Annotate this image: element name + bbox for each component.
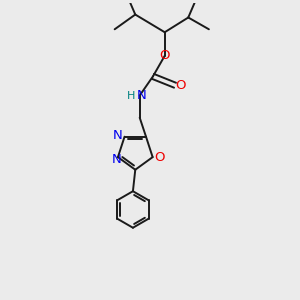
Text: O: O bbox=[154, 151, 164, 164]
Text: O: O bbox=[176, 79, 186, 92]
Text: N: N bbox=[137, 89, 147, 102]
Text: N: N bbox=[113, 129, 123, 142]
Text: N: N bbox=[112, 153, 121, 166]
Text: O: O bbox=[160, 49, 170, 62]
Text: H: H bbox=[127, 91, 136, 100]
